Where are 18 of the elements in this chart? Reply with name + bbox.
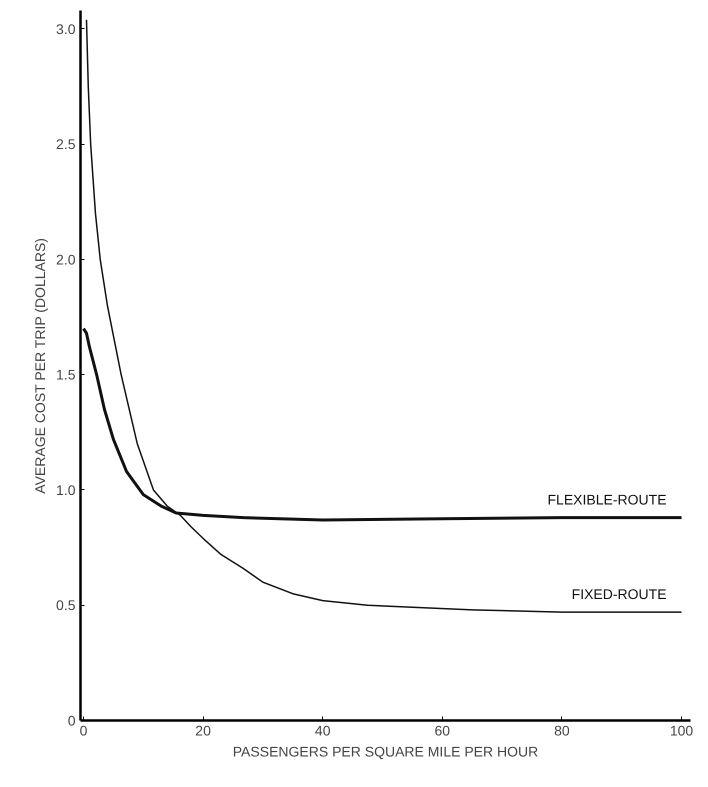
y-tick-label: 0.5 [56,597,76,614]
series-label: FIXED-ROUTE [572,586,667,602]
series-label: FLEXIBLE-ROUTE [548,492,667,508]
y-tick-label: 2.0 [56,251,76,268]
y-tick-label: 1.5 [56,366,76,383]
x-tick-label: 60 [434,722,450,738]
y-tick-label: 1.0 [56,482,76,498]
y-tick-label: 3.0 [56,20,76,37]
y-tick-label: 2.5 [56,136,76,152]
x-tick-label: 100 [670,722,694,738]
line-series [86,18,682,613]
x-tick-label: 20 [195,722,212,738]
x-tick-label: 80 [554,722,570,738]
x-axis-title: PASSENGERS PER SQUARE MILE PER HOUR [232,744,538,760]
x-tick-label: 0 [80,722,88,738]
y-axis-title: AVERAGE COST PER TRIP (DOLLARS) [32,238,48,494]
x-tick-label: 40 [314,722,331,738]
y-tick-label: 0 [68,712,76,728]
